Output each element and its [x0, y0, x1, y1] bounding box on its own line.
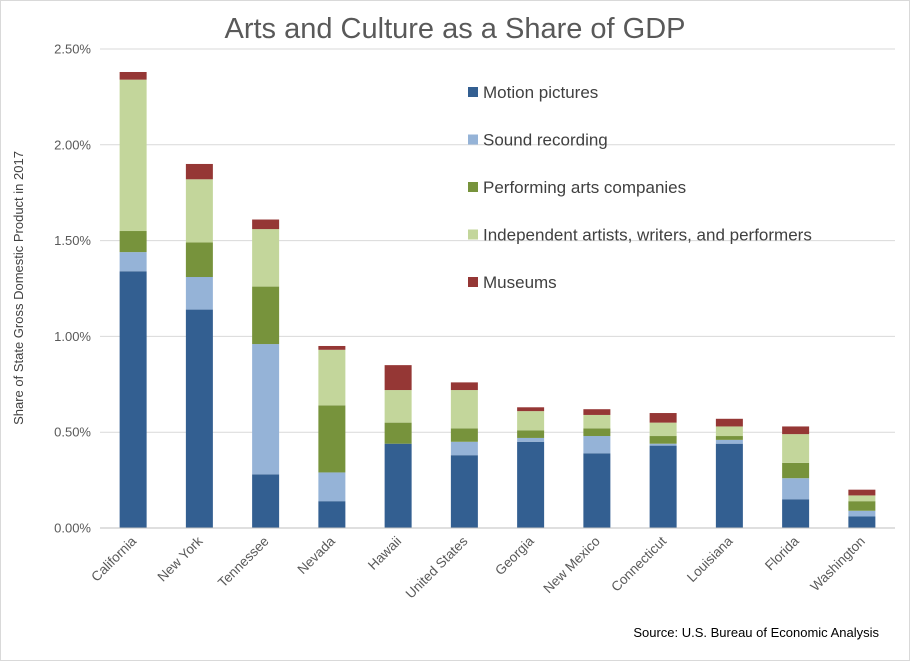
bar-segment — [715, 418, 743, 427]
bar-segment — [649, 422, 677, 437]
bar-segment — [318, 405, 346, 473]
bar-segment — [715, 439, 743, 444]
bar-segment — [450, 428, 478, 442]
bar-segment — [517, 411, 545, 431]
bar-segment — [649, 445, 677, 528]
bar-segment — [252, 344, 280, 475]
y-tick-label: 2.50% — [54, 42, 91, 57]
bar-segment — [185, 242, 213, 278]
bar-segment — [782, 478, 810, 500]
bar-segment — [848, 489, 876, 496]
bar-segment — [252, 474, 280, 528]
bar-segment — [583, 428, 611, 437]
bar-segment — [252, 286, 280, 345]
y-tick-label: 2.00% — [54, 137, 91, 152]
bar-segment — [848, 516, 876, 528]
bar-segment — [119, 79, 147, 232]
bar-segment — [185, 179, 213, 243]
bar-segment — [318, 472, 346, 502]
chart-title: Arts and Culture as a Share of GDP — [225, 13, 686, 45]
legend-swatch — [468, 87, 478, 97]
legend-swatch — [468, 277, 478, 287]
bar-segment — [583, 453, 611, 528]
bar-segment — [252, 219, 280, 230]
bar-segment — [848, 510, 876, 517]
legend-label: Performing arts companies — [483, 178, 686, 197]
bar-segment — [649, 443, 677, 446]
bar-segment — [185, 277, 213, 310]
legend-label: Sound recording — [483, 131, 608, 150]
bar-segment — [517, 437, 545, 442]
legend-swatch — [468, 229, 478, 240]
bar-segment — [715, 436, 743, 440]
bar-segment — [782, 426, 810, 435]
bars — [119, 71, 876, 528]
bar-segment — [583, 436, 611, 454]
bar-segment — [318, 349, 346, 406]
bar-segment — [649, 436, 677, 444]
bar-segment — [119, 71, 147, 80]
bar-segment — [715, 426, 743, 437]
bar-segment — [185, 163, 213, 180]
y-tick-label: 1.00% — [54, 329, 91, 344]
bar-segment — [782, 434, 810, 463]
bar-segment — [384, 443, 412, 528]
legend-swatch — [468, 182, 478, 192]
bar-segment — [384, 365, 412, 391]
bar-segment — [185, 309, 213, 528]
bar-segment — [848, 501, 876, 511]
bar-segment — [384, 390, 412, 423]
bar-segment — [583, 409, 611, 415]
bar-segment — [119, 231, 147, 253]
bar-segment — [384, 422, 412, 444]
y-tick-label: 1.50% — [54, 233, 91, 248]
bar-segment — [450, 441, 478, 456]
bar-segment — [517, 430, 545, 438]
y-axis-label: Share of State Gross Domestic Product in… — [11, 151, 26, 425]
bar-segment — [782, 462, 810, 479]
bar-segment — [517, 441, 545, 528]
bar-segment — [252, 229, 280, 287]
y-axis-ticks: 0.00% 0.50% 1.00% 1.50% 2.00% 2.50% — [54, 42, 91, 536]
bar-segment — [715, 443, 743, 528]
bar-segment — [119, 252, 147, 272]
bar-segment — [848, 495, 876, 502]
legend-label: Motion pictures — [483, 83, 598, 102]
legend-label: Independent artists, writers, and perfor… — [483, 226, 812, 245]
legend: Motion pictures Sound recording Performing… — [468, 83, 812, 292]
bar-segment — [583, 414, 611, 429]
bar-segment — [318, 345, 346, 350]
bar-segment — [517, 407, 545, 412]
bar-segment — [649, 413, 677, 423]
legend-swatch — [468, 134, 478, 145]
gridlines — [100, 48, 895, 433]
bar-segment — [450, 455, 478, 528]
y-tick-label: 0.50% — [54, 425, 91, 440]
bar-segment — [318, 501, 346, 528]
bar-segment — [782, 499, 810, 528]
bar-segment — [119, 271, 147, 528]
y-tick-label: 0.00% — [54, 521, 91, 536]
legend-label: Museums — [483, 273, 557, 292]
source-note: Source: U.S. Bureau of Economic Analysis — [633, 625, 879, 640]
bar-segment — [450, 382, 478, 391]
bar-segment — [450, 390, 478, 429]
